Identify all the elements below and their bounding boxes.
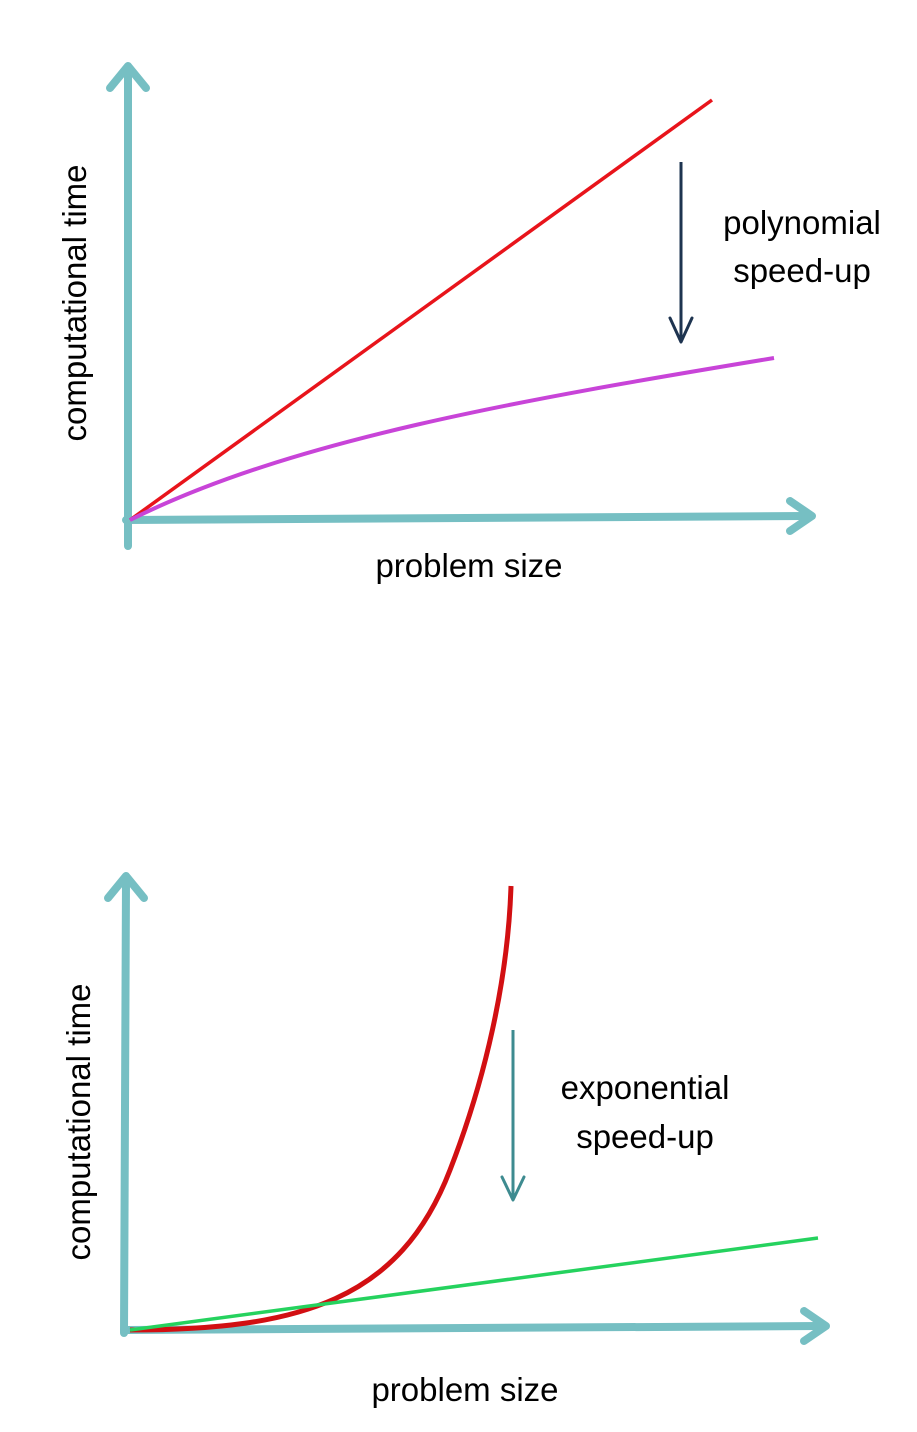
bottom-y-axis-arrowhead <box>104 872 148 902</box>
bottom-y-axis-label: computational time <box>60 984 97 1261</box>
top-panel: computational time problem size polynomi… <box>56 62 881 584</box>
top-annotation-line1: polynomial <box>723 204 881 241</box>
bottom-annotation-line1: exponential <box>561 1069 730 1106</box>
top-annotation-line2: speed-up <box>733 252 871 289</box>
top-y-axis-label: computational time <box>56 165 93 442</box>
bottom-x-axis-label: problem size <box>371 1371 558 1408</box>
top-y-axis-arrowhead <box>106 62 150 92</box>
bottom-exponential-curve <box>129 885 514 1333</box>
top-x-axis-arrowhead <box>786 497 816 535</box>
bottom-x-axis-arrowhead <box>800 1307 830 1345</box>
top-speedup-arrowhead <box>668 316 694 344</box>
bottom-y-axis <box>120 878 130 1337</box>
bottom-panel: computational time problem size exponent… <box>60 872 830 1408</box>
bottom-linear-curve <box>129 1236 819 1332</box>
top-sqrt-curve <box>129 356 775 522</box>
top-x-axis-label: problem size <box>375 547 562 584</box>
top-x-axis <box>122 512 810 524</box>
bottom-annotation-line2: speed-up <box>576 1118 714 1155</box>
bottom-speedup-arrowhead <box>500 1175 526 1202</box>
top-linear-curve <box>128 98 714 522</box>
bottom-x-axis <box>120 1322 824 1334</box>
